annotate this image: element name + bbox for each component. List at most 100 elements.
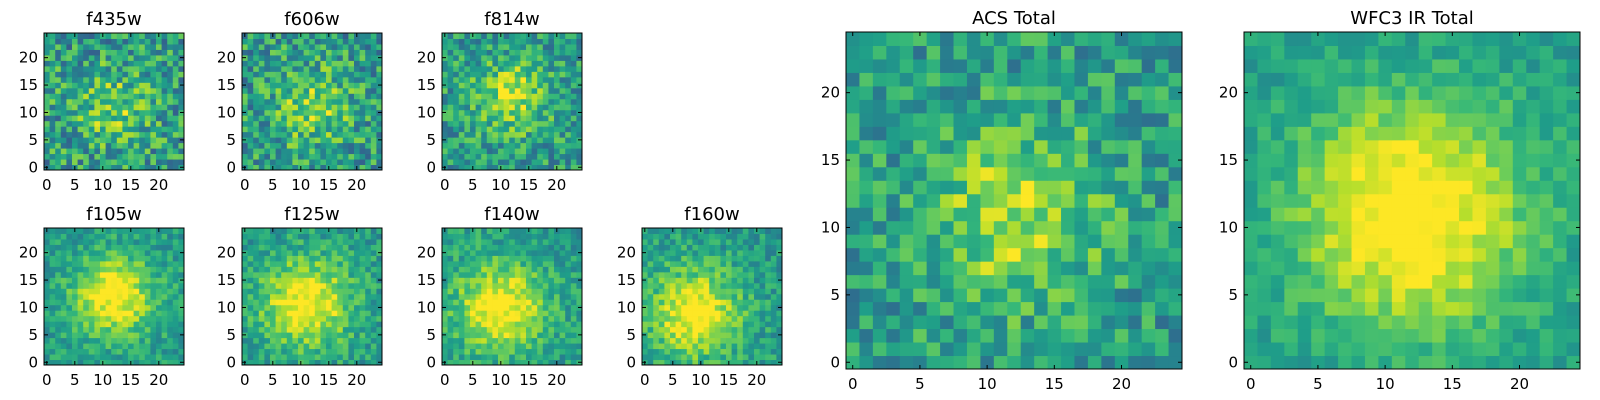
heatmap-cell <box>1087 180 1102 195</box>
heatmap-cell <box>966 193 981 208</box>
heatmap-cell <box>309 238 316 245</box>
heatmap-cell <box>720 282 727 289</box>
heatmap-cell <box>664 359 671 366</box>
heatmap-cell <box>537 148 544 155</box>
heatmap-cell <box>1168 328 1183 343</box>
heatmap-cell <box>359 120 366 127</box>
heatmap-cell <box>116 142 123 149</box>
heatmap-cell <box>150 33 157 39</box>
heatmap-cell <box>55 109 62 116</box>
heatmap-cell <box>44 282 51 289</box>
heatmap-cell <box>531 348 538 355</box>
heatmap-cell <box>314 228 321 234</box>
heatmap-cell <box>509 148 516 155</box>
heatmap-cell <box>686 326 693 333</box>
heatmap-cell <box>913 193 928 208</box>
heatmap-cell <box>309 60 316 67</box>
heatmap-cell <box>354 244 361 251</box>
heatmap-cell <box>258 299 265 306</box>
heatmap-cell <box>447 49 454 56</box>
heatmap-cell <box>100 238 107 245</box>
heatmap-cell <box>453 60 460 67</box>
heatmap-cell <box>116 337 123 344</box>
heatmap-cell <box>337 271 344 278</box>
heatmap-cell <box>570 142 577 149</box>
heatmap-cell <box>331 159 338 166</box>
heatmap-cell <box>60 348 67 355</box>
heatmap-cell <box>486 54 493 61</box>
heatmap-cell <box>314 115 321 122</box>
heatmap-cell <box>658 310 665 317</box>
heatmap-cell <box>475 244 482 251</box>
heatmap-cell <box>720 288 727 295</box>
heatmap-cell <box>133 54 140 61</box>
heatmap-cell <box>647 255 654 262</box>
heatmap-cell <box>337 238 344 245</box>
heatmap-cell <box>1141 261 1156 276</box>
heatmap-cell <box>44 255 51 262</box>
heatmap-cell <box>899 342 914 357</box>
heatmap-cell <box>286 260 293 267</box>
x-tick-label: 0 <box>440 371 450 389</box>
heatmap-cell <box>859 355 874 370</box>
heatmap-cell <box>105 148 112 155</box>
heatmap-cell <box>320 299 327 306</box>
x-tick-label: 15 <box>121 176 140 194</box>
heatmap-cell <box>326 348 333 355</box>
heatmap-cell <box>66 148 73 155</box>
heatmap-cell <box>714 343 721 350</box>
heatmap-cell <box>83 148 90 155</box>
heatmap-cell <box>264 33 271 39</box>
heatmap-cell <box>128 115 135 122</box>
heatmap-cell <box>486 337 493 344</box>
heatmap-cell <box>281 315 288 322</box>
heatmap-cell <box>178 266 185 273</box>
heatmap-cell <box>872 234 887 249</box>
heatmap-cell <box>537 98 544 105</box>
heatmap-cell <box>570 131 577 138</box>
heatmap-cell <box>526 93 533 100</box>
heatmap-cell <box>376 337 383 344</box>
heatmap-cell <box>100 244 107 251</box>
heatmap-cell <box>447 54 454 61</box>
heatmap-cell <box>980 166 995 181</box>
heatmap-cell <box>458 49 465 56</box>
heatmap-cell <box>258 304 265 311</box>
x-tick-label: 10 <box>93 176 112 194</box>
heatmap-cell <box>554 277 561 284</box>
heatmap-cell <box>72 332 79 339</box>
heatmap-cell <box>498 65 505 72</box>
heatmap-cell <box>464 288 471 295</box>
heatmap-cell <box>1087 193 1102 208</box>
heatmap-cell <box>565 76 572 83</box>
heatmap-cell <box>320 38 327 45</box>
heatmap-cell <box>66 164 73 171</box>
heatmap-cell <box>326 260 333 267</box>
heatmap-cell <box>303 104 310 111</box>
heatmap-cell <box>453 137 460 144</box>
heatmap-cell <box>242 120 249 127</box>
heatmap-cell <box>172 249 179 256</box>
heatmap-cell <box>44 71 51 78</box>
heatmap-cell <box>298 93 305 100</box>
heatmap-cell <box>144 299 151 306</box>
heatmap-cell <box>242 238 249 245</box>
heatmap-cell <box>570 354 577 361</box>
heatmap-cell <box>139 315 146 322</box>
heatmap-cell <box>270 293 277 300</box>
heatmap-cell <box>83 310 90 317</box>
heatmap-cell <box>503 142 510 149</box>
heatmap-cell <box>453 104 460 111</box>
heatmap-cell <box>565 282 572 289</box>
heatmap-cell <box>49 238 56 245</box>
heatmap-cell <box>309 142 316 149</box>
heatmap-cell <box>559 120 566 127</box>
heatmap-cell <box>486 120 493 127</box>
heatmap-cell <box>122 76 129 83</box>
heatmap-cell <box>554 348 561 355</box>
heatmap-cell <box>537 43 544 50</box>
heatmap-cell <box>354 343 361 350</box>
heatmap-cell <box>66 282 73 289</box>
heatmap-cell <box>144 354 151 361</box>
heatmap-cell <box>314 343 321 350</box>
